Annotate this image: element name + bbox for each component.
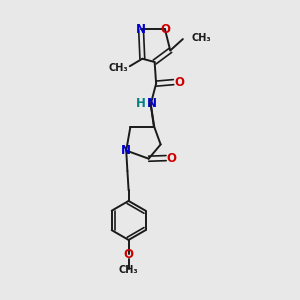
Text: O: O bbox=[160, 23, 170, 36]
Text: CH₃: CH₃ bbox=[191, 33, 211, 43]
Text: CH₃: CH₃ bbox=[119, 265, 138, 275]
Text: N: N bbox=[147, 97, 157, 110]
Text: N: N bbox=[121, 144, 131, 157]
Text: N: N bbox=[136, 23, 146, 36]
Text: CH₃: CH₃ bbox=[109, 63, 128, 73]
Text: O: O bbox=[167, 152, 176, 165]
Text: H: H bbox=[136, 97, 146, 110]
Text: O: O bbox=[174, 76, 184, 88]
Text: O: O bbox=[124, 248, 134, 261]
